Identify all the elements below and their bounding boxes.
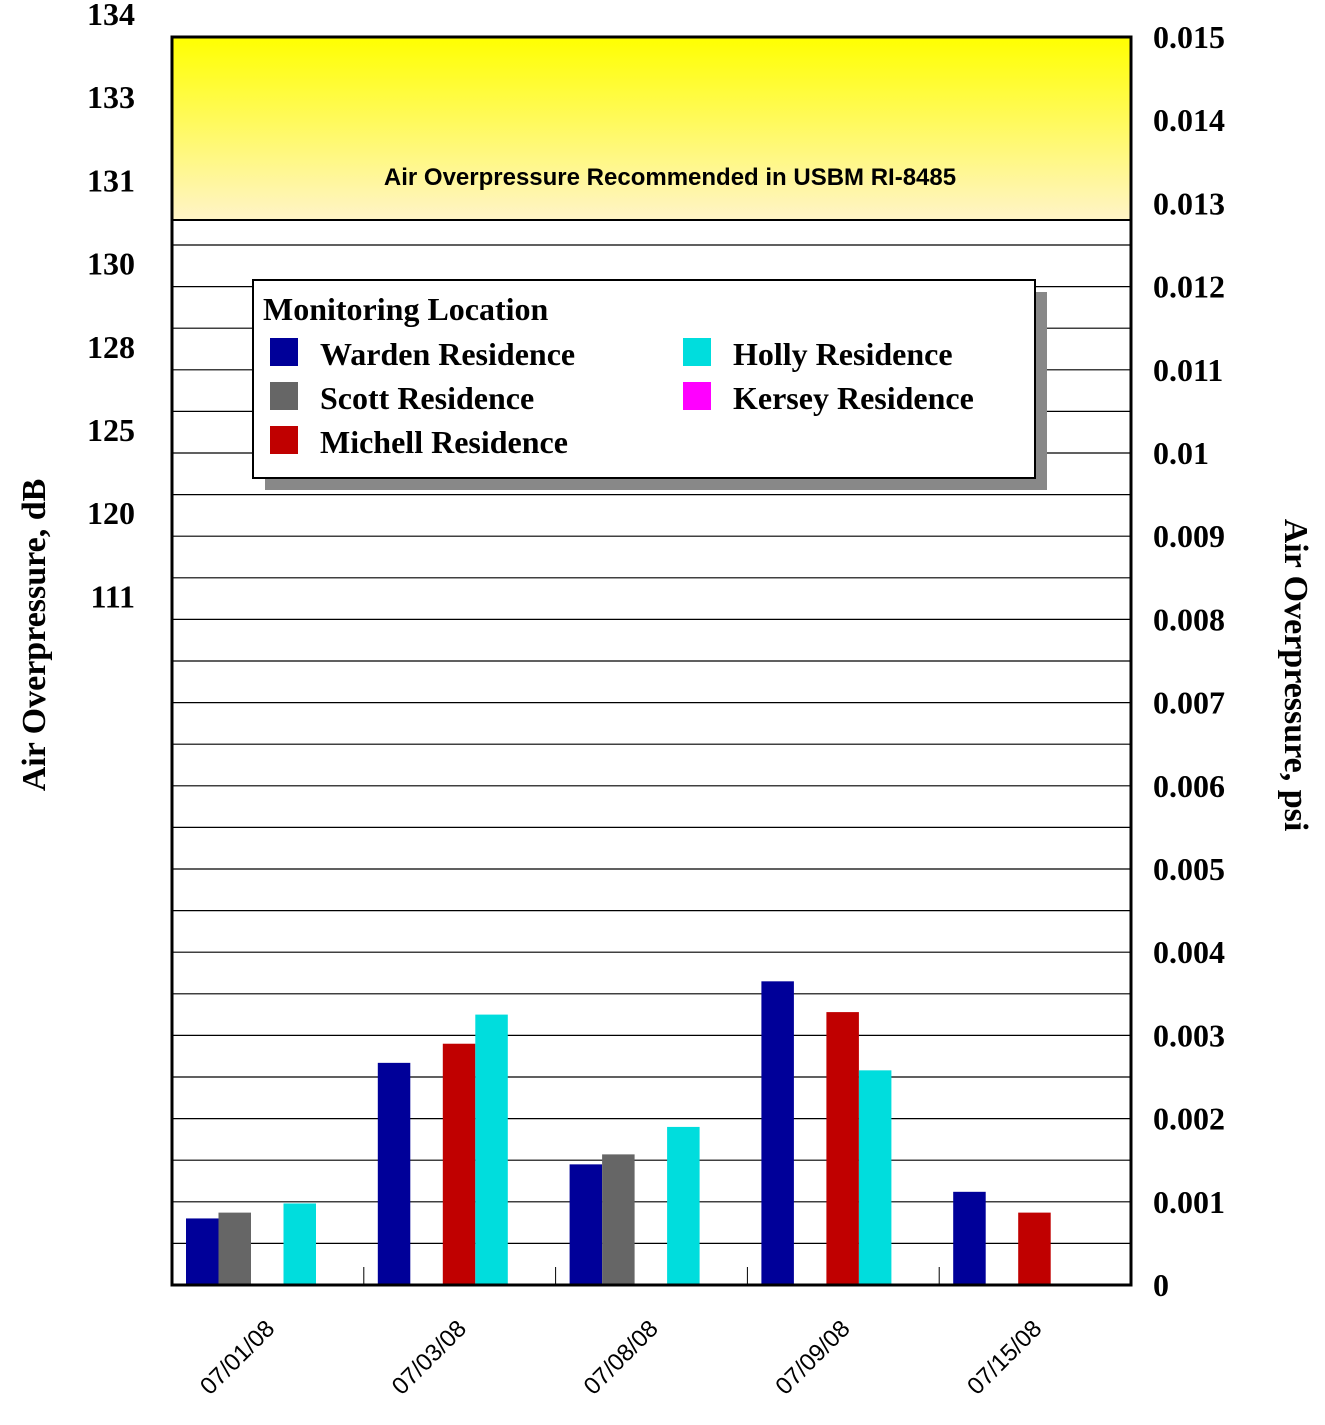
right-tick-label: 0.014 [1153,102,1225,138]
x-tick-marks [363,1267,940,1285]
left-tick-label: 133 [87,79,135,115]
legend-title: Monitoring Location [263,291,549,327]
bar-warden-residence-0 [186,1218,219,1285]
legend-box [252,279,1036,479]
legend-swatch [270,382,298,410]
plot-frame [170,35,1133,1287]
legend-label: Kersey Residence [733,380,974,416]
right-tick-label: 0.001 [1153,1184,1225,1220]
x-tick-label: 07/09/08 [770,1315,855,1400]
legend-swatch [683,338,711,366]
x-tick-label: 07/08/08 [579,1315,664,1400]
left-tick-label: 130 [87,246,135,282]
right-tick-label: 0.009 [1153,518,1225,554]
bar-scott-residence-2 [602,1154,635,1285]
bar-michell-residence-4 [1018,1212,1051,1285]
right-tick-label: 0.002 [1153,1101,1225,1137]
right-tick-label: 0 [1153,1267,1169,1303]
legend-label: Scott Residence [320,380,534,416]
x-tick-label: 07/15/08 [962,1315,1047,1400]
right-tick-label: 0.005 [1153,851,1225,887]
y-axis-left-label: Air Overpressure, dB [16,479,53,792]
limit-band [172,37,1131,221]
legend-label: Holly Residence [733,336,953,372]
right-tick-label: 0.012 [1153,269,1225,305]
left-tick-label: 131 [87,162,135,198]
right-tick-label: 0.003 [1153,1017,1225,1053]
bars [186,981,1051,1285]
legend-label: Warden Residence [320,336,575,372]
x-axis-labels: 07/01/08 07/03/08 07/08/08 07/09/08 07/15/08 [195,1315,1047,1400]
y-axis-right-label: Air Overpressure, psi [1277,519,1314,832]
bar-michell-residence-3 [826,1012,859,1285]
legend-swatch [270,338,298,366]
x-tick-label: 07/01/08 [195,1315,280,1400]
legend-swatch [683,382,711,410]
right-tick-label: 0.008 [1153,601,1225,637]
bar-holly-residence-1 [475,1014,508,1285]
left-axis-ticks: 134 133 131 130 128 125 120 111 [87,0,135,614]
left-tick-label: 128 [87,329,135,365]
left-tick-label: 120 [87,495,135,531]
bar-holly-residence-3 [858,1070,892,1285]
legend-items: Warden Residence Scott Residence Michell R… [270,336,974,460]
bar-holly-residence-2 [667,1126,700,1285]
x-tick-label: 07/03/08 [387,1315,472,1400]
bar-warden-residence-3 [761,981,794,1285]
right-tick-label: 0.011 [1153,352,1223,388]
legend: Monitoring Location Warden Residence Scot… [252,279,1047,490]
left-tick-label: 125 [87,412,135,448]
bar-warden-residence-4 [953,1191,986,1285]
bar-warden-residence-2 [569,1164,603,1285]
bar-michell-residence-1 [442,1043,476,1285]
legend-label: Michell Residence [320,424,568,460]
right-axis-ticks: 0.015 0.014 0.013 0.012 0.011 0.01 0.009 0.008 0… [1153,19,1225,1303]
right-tick-label: 0.013 [1153,185,1225,221]
right-tick-label: 0.007 [1153,685,1225,721]
right-tick-label: 0.01 [1153,435,1209,471]
bar-scott-residence-0 [218,1212,251,1285]
bar-warden-residence-1 [377,1062,411,1285]
legend-swatch [270,426,298,454]
bar-holly-residence-0 [283,1203,316,1285]
right-tick-label: 0.004 [1153,934,1225,970]
right-tick-label: 0.015 [1153,19,1225,55]
left-tick-label: 111 [91,578,135,614]
right-tick-label: 0.006 [1153,768,1225,804]
limit-band-label: Air Overpressure Recommended in USBM RI-… [384,164,956,191]
left-tick-label: 134 [87,0,135,32]
